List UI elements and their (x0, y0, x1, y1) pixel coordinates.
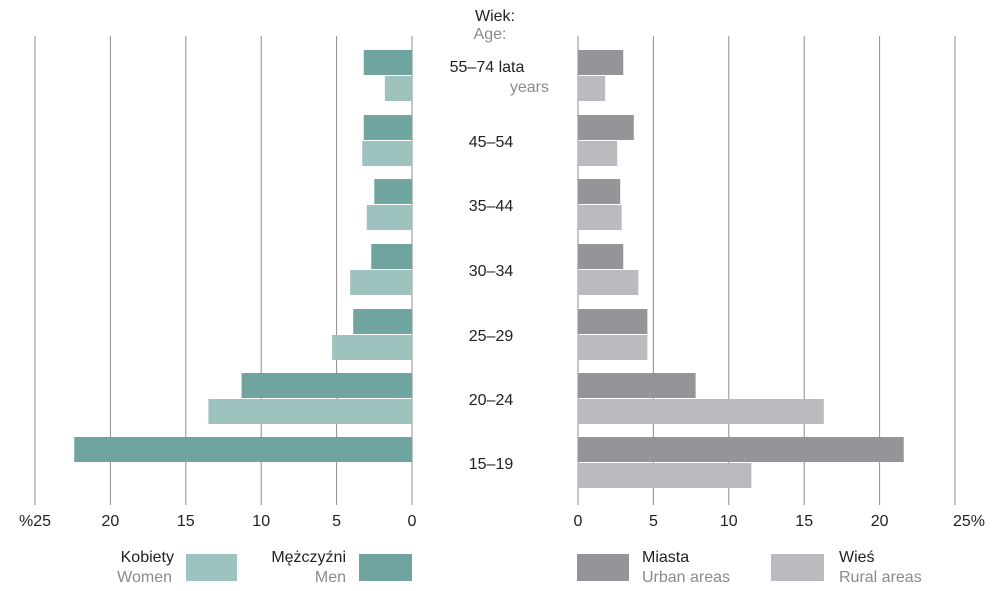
legend-women-en: Women (117, 569, 172, 586)
legend-urban-swatch (577, 554, 629, 581)
bar-left-women-1 (362, 141, 412, 166)
bar-left-men-1 (363, 115, 412, 140)
legend-right: Miasta Urban areas Wieś Rural areas (577, 549, 922, 586)
bar-left-men-6 (74, 437, 412, 462)
bar-right-rural-2 (578, 205, 622, 230)
legend-women-pl: Kobiety (121, 549, 174, 566)
bar-right-urban-5 (578, 373, 696, 398)
bar-right-urban-2 (578, 179, 621, 204)
bar-left-women-3 (350, 270, 412, 295)
bar-right-rural-4 (578, 335, 648, 360)
right-bars (578, 50, 904, 488)
legend-urban-pl: Miasta (642, 549, 689, 566)
tick-right-0: 0 (574, 513, 583, 530)
bar-left-men-4 (353, 309, 412, 334)
tick-left-5: 0 (408, 513, 417, 530)
age-label-0: 55–74 lata (450, 59, 525, 76)
tick-right-5: 25% (953, 513, 985, 530)
age-unit-years: years (510, 79, 549, 96)
bar-right-rural-1 (578, 141, 618, 166)
right-tick-labels: 0 5 10 15 20 25% (574, 513, 985, 530)
bar-left-men-3 (371, 244, 412, 269)
tick-right-4: 20 (871, 513, 889, 530)
bar-left-men-0 (363, 50, 412, 75)
age-label-1: 45–54 (469, 134, 514, 151)
bar-right-urban-0 (578, 50, 624, 75)
legend-women-swatch (186, 554, 237, 581)
age-label-3: 30–34 (469, 263, 514, 280)
bar-left-women-5 (208, 399, 412, 424)
left-tick-labels: %25 20 15 10 5 0 (19, 513, 417, 530)
bar-right-urban-4 (578, 309, 648, 334)
bar-right-urban-1 (578, 115, 634, 140)
bar-right-rural-6 (578, 463, 752, 488)
bar-left-women-4 (332, 335, 412, 360)
age-label-6: 15–19 (469, 456, 514, 473)
bar-right-urban-3 (578, 244, 624, 269)
age-label-5: 20–24 (469, 392, 514, 409)
age-axis-title-en: Age: (474, 26, 507, 43)
bar-right-rural-5 (578, 399, 824, 424)
legend-rural-pl: Wieś (839, 549, 875, 566)
legend-men-en: Men (315, 569, 346, 586)
tick-right-3: 15 (795, 513, 813, 530)
bar-left-men-5 (241, 373, 412, 398)
legend-rural-swatch (771, 554, 824, 581)
legend-urban-en: Urban areas (642, 569, 730, 586)
tick-left-2: 15 (177, 513, 195, 530)
legend-men-swatch (359, 554, 412, 581)
left-gridlines (34, 36, 413, 505)
age-label-2: 35–44 (469, 198, 514, 215)
tick-left-1: 20 (102, 513, 120, 530)
bar-left-women-0 (384, 76, 412, 101)
tick-left-0: %25 (19, 513, 51, 530)
legend-rural-en: Rural areas (839, 569, 922, 586)
tick-right-2: 10 (720, 513, 738, 530)
tick-right-1: 5 (649, 513, 658, 530)
bar-right-rural-0 (578, 76, 606, 101)
legend-men-pl: Mężczyźni (271, 549, 346, 566)
tick-left-4: 5 (332, 513, 341, 530)
legend-left: Kobiety Women Mężczyźni Men (117, 549, 412, 586)
bar-left-men-2 (374, 179, 412, 204)
left-bars (74, 50, 412, 462)
age-label-4: 25–29 (469, 328, 514, 345)
bar-right-urban-6 (578, 437, 904, 462)
age-axis-title: Wiek: (475, 8, 515, 25)
tick-left-3: 10 (252, 513, 270, 530)
age-category-labels: 55–74 lata 45–54 35–44 30–34 25–29 20–24 15–19 (450, 59, 525, 473)
bar-left-women-2 (366, 205, 412, 230)
bar-right-rural-3 (578, 270, 639, 295)
